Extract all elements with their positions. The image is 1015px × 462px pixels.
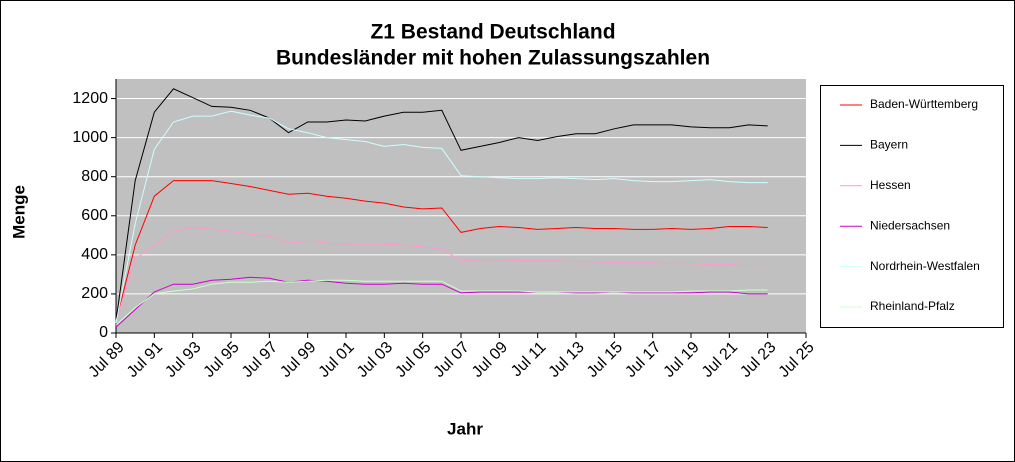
y-tick-label: 0 [99,324,108,341]
series-line [115,110,768,324]
y-tick-label: 200 [81,285,108,302]
x-axis-label: Jahr [447,419,483,438]
series-line [115,279,768,326]
y-tick-label: 1200 [72,90,108,107]
legend-label: Nordrhein-Westfalen [870,259,980,273]
chart-title: Z1 Bestand Deutschland [370,21,615,44]
y-tick-label: 1000 [72,129,108,146]
series-line [115,276,768,328]
legend-label: Niedersachsen [870,218,950,232]
y-tick-label: 600 [81,207,108,224]
series-line [115,88,768,322]
y-axis-label: Menge [9,185,28,239]
y-tick-label: 400 [81,246,108,263]
plot-area [116,79,806,333]
legend-label: Baden-Württemberg [870,97,978,111]
series-line [115,180,768,322]
legend [820,85,1004,328]
y-tick-label: 800 [81,168,108,185]
series-line [115,226,768,322]
legend-label: Bayern [870,138,908,152]
chart-subtitle: Bundesländer mit hohen Zulassungszahlen [276,47,710,70]
legend-label: Rheinland-Pfalz [870,299,955,313]
legend-label: Hessen [870,178,911,192]
